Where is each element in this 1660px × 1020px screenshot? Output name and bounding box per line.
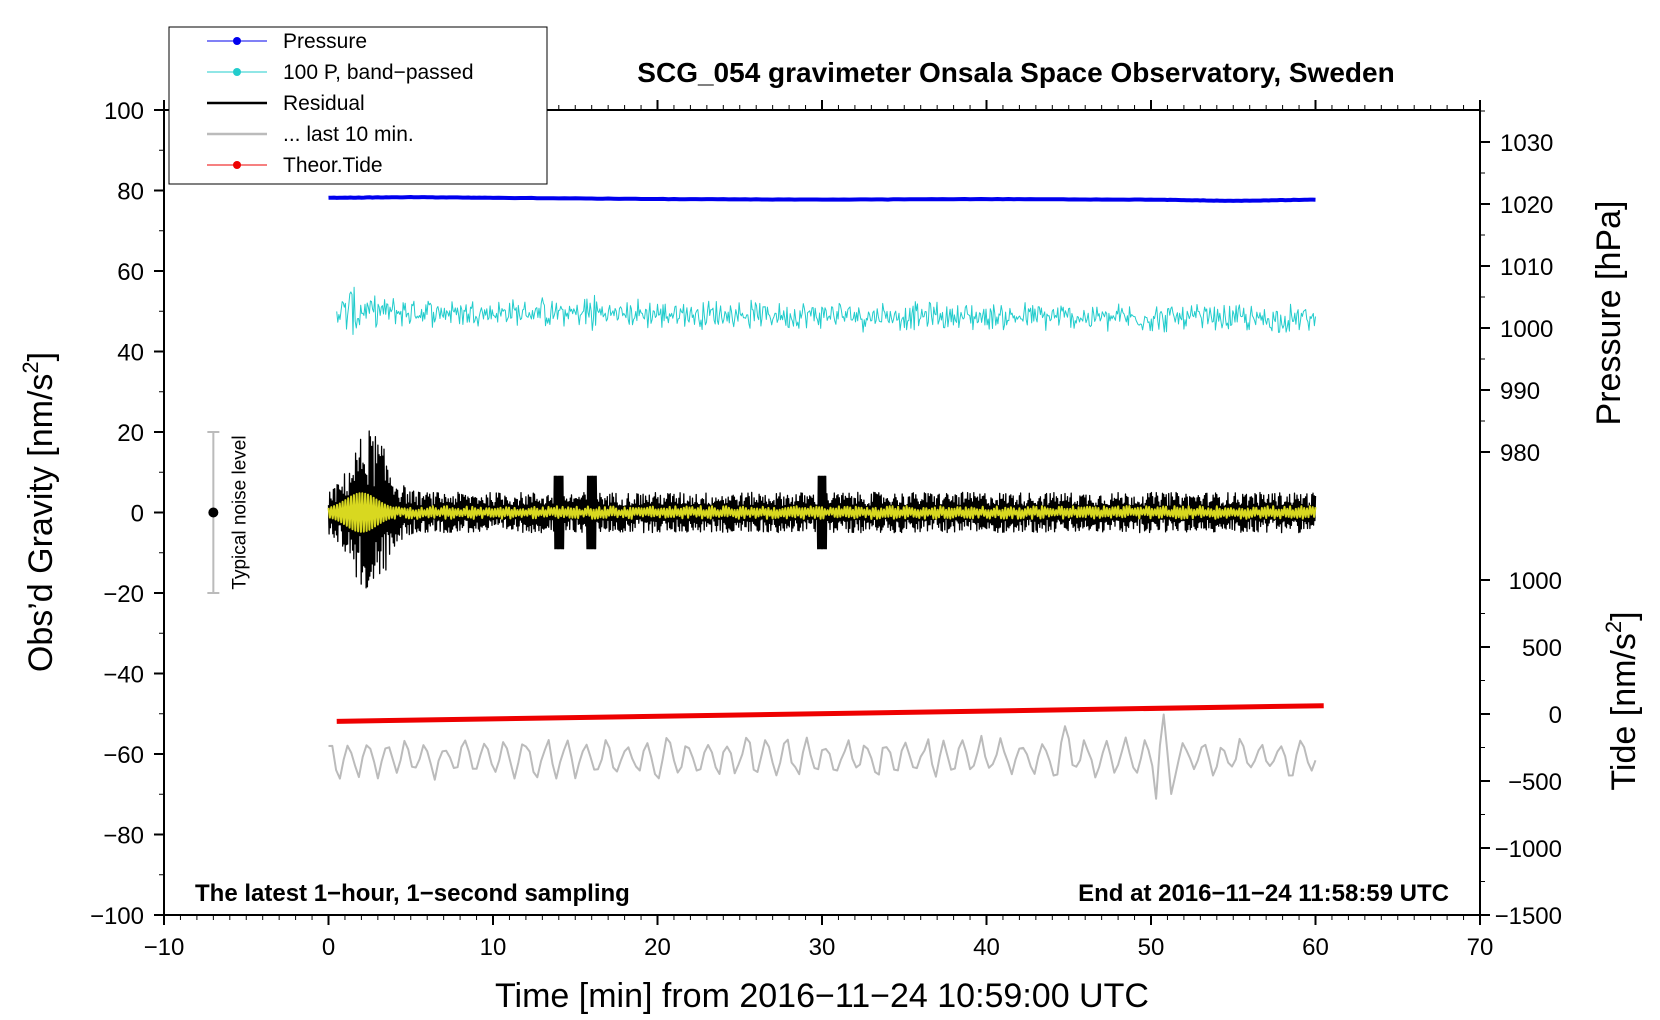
y-tick-label: 0 xyxy=(131,501,144,528)
tide-tick-label: 1000 xyxy=(1509,568,1562,595)
y-tick-label: 20 xyxy=(117,420,144,447)
x-axis-title: Time [min] from 2016−11−24 10:59:00 UTC xyxy=(495,977,1149,1015)
tide-tick-label: 0 xyxy=(1549,702,1562,729)
y-tick-label: −40 xyxy=(103,662,144,689)
y-tick-label: −20 xyxy=(103,581,144,608)
pressure-tick-label: 1020 xyxy=(1500,192,1553,219)
series-last-10-min xyxy=(328,713,1317,800)
legend-box xyxy=(168,26,548,185)
y-tick-label: −100 xyxy=(90,903,144,930)
annotation-left: The latest 1−hour, 1−second sampling xyxy=(195,880,630,907)
y-tick-label: −80 xyxy=(103,823,144,850)
tide-tick-label: −1000 xyxy=(1495,836,1562,863)
axis-ticks: −10 0 10 20 30 40 50 60 70−100−80−60−40−20020406… xyxy=(90,98,1562,961)
y-axis-title-sup: 2 xyxy=(18,361,43,373)
tide-tick-label: −500 xyxy=(1508,769,1562,796)
x-tick-label: 50 xyxy=(1138,934,1165,961)
pressure-tick-label: 1000 xyxy=(1500,316,1553,343)
legend-label: Theor.Tide xyxy=(283,154,383,177)
y-tick-label: 60 xyxy=(117,259,144,286)
y-axis-title: Obs’d Gravity [nm/s2] xyxy=(18,352,60,672)
x-tick-label: −10 xyxy=(144,934,185,961)
legend-label: ... last 10 min. xyxy=(283,123,414,146)
series-theor-tide xyxy=(336,703,1324,724)
chart-title: SCG_054 gravimeter Onsala Space Observat… xyxy=(637,57,1394,88)
x-tick-label: 10 xyxy=(480,934,507,961)
x-tick-label: 40 xyxy=(973,934,1000,961)
x-tick-label: 70 xyxy=(1467,934,1494,961)
series-band-passed xyxy=(336,286,1316,335)
y-tick-label: 80 xyxy=(117,179,144,206)
annotation-right: End at 2016−11−24 11:58:59 UTC xyxy=(1078,880,1449,907)
legend-label: Pressure xyxy=(283,30,367,53)
y-tick-label: 40 xyxy=(117,340,144,367)
legend-label: Residual xyxy=(283,92,365,115)
legend-marker xyxy=(233,161,241,169)
series-residual-smoothed xyxy=(327,492,1317,533)
y-axis-title-main: Obs’d Gravity [nm/s xyxy=(22,374,60,673)
pressure-tick-label: 1030 xyxy=(1500,130,1553,157)
tide-axis-title-close: ] xyxy=(1605,611,1643,620)
pressure-axis-title: Pressure [hPa] xyxy=(1590,201,1628,426)
tide-tick-label: 500 xyxy=(1522,635,1562,662)
noise-bar xyxy=(207,431,220,594)
tide-tick-label: −1500 xyxy=(1495,903,1562,930)
legend-marker xyxy=(233,68,241,76)
series-layer xyxy=(327,195,1324,800)
y-tick-label: −60 xyxy=(103,742,144,769)
x-tick-label: 30 xyxy=(809,934,836,961)
pressure-tick-label: 980 xyxy=(1500,440,1540,467)
tide-axis-title: Tide [nm/s2] xyxy=(1601,611,1643,790)
legend-label: 100 P, band−passed xyxy=(283,61,474,84)
x-tick-label: 20 xyxy=(644,934,671,961)
y-axis-title-close: ] xyxy=(22,352,60,361)
tide-axis-title-sup: 2 xyxy=(1601,621,1626,633)
pressure-tick-label: 990 xyxy=(1500,378,1540,405)
y-tick-label: 100 xyxy=(104,98,144,125)
noise-label: Typical noise level xyxy=(229,435,250,589)
noise-bar-dot xyxy=(208,507,219,518)
legend: Pressure 100 P, band−passed Residual ... la… xyxy=(207,30,474,177)
tide-axis-title-main: Tide [nm/s xyxy=(1605,633,1643,790)
x-tick-label: 0 xyxy=(322,934,335,961)
series-pressure xyxy=(328,195,1316,203)
x-tick-label: 60 xyxy=(1302,934,1329,961)
pressure-tick-label: 1010 xyxy=(1500,254,1553,281)
legend-marker xyxy=(233,37,241,45)
